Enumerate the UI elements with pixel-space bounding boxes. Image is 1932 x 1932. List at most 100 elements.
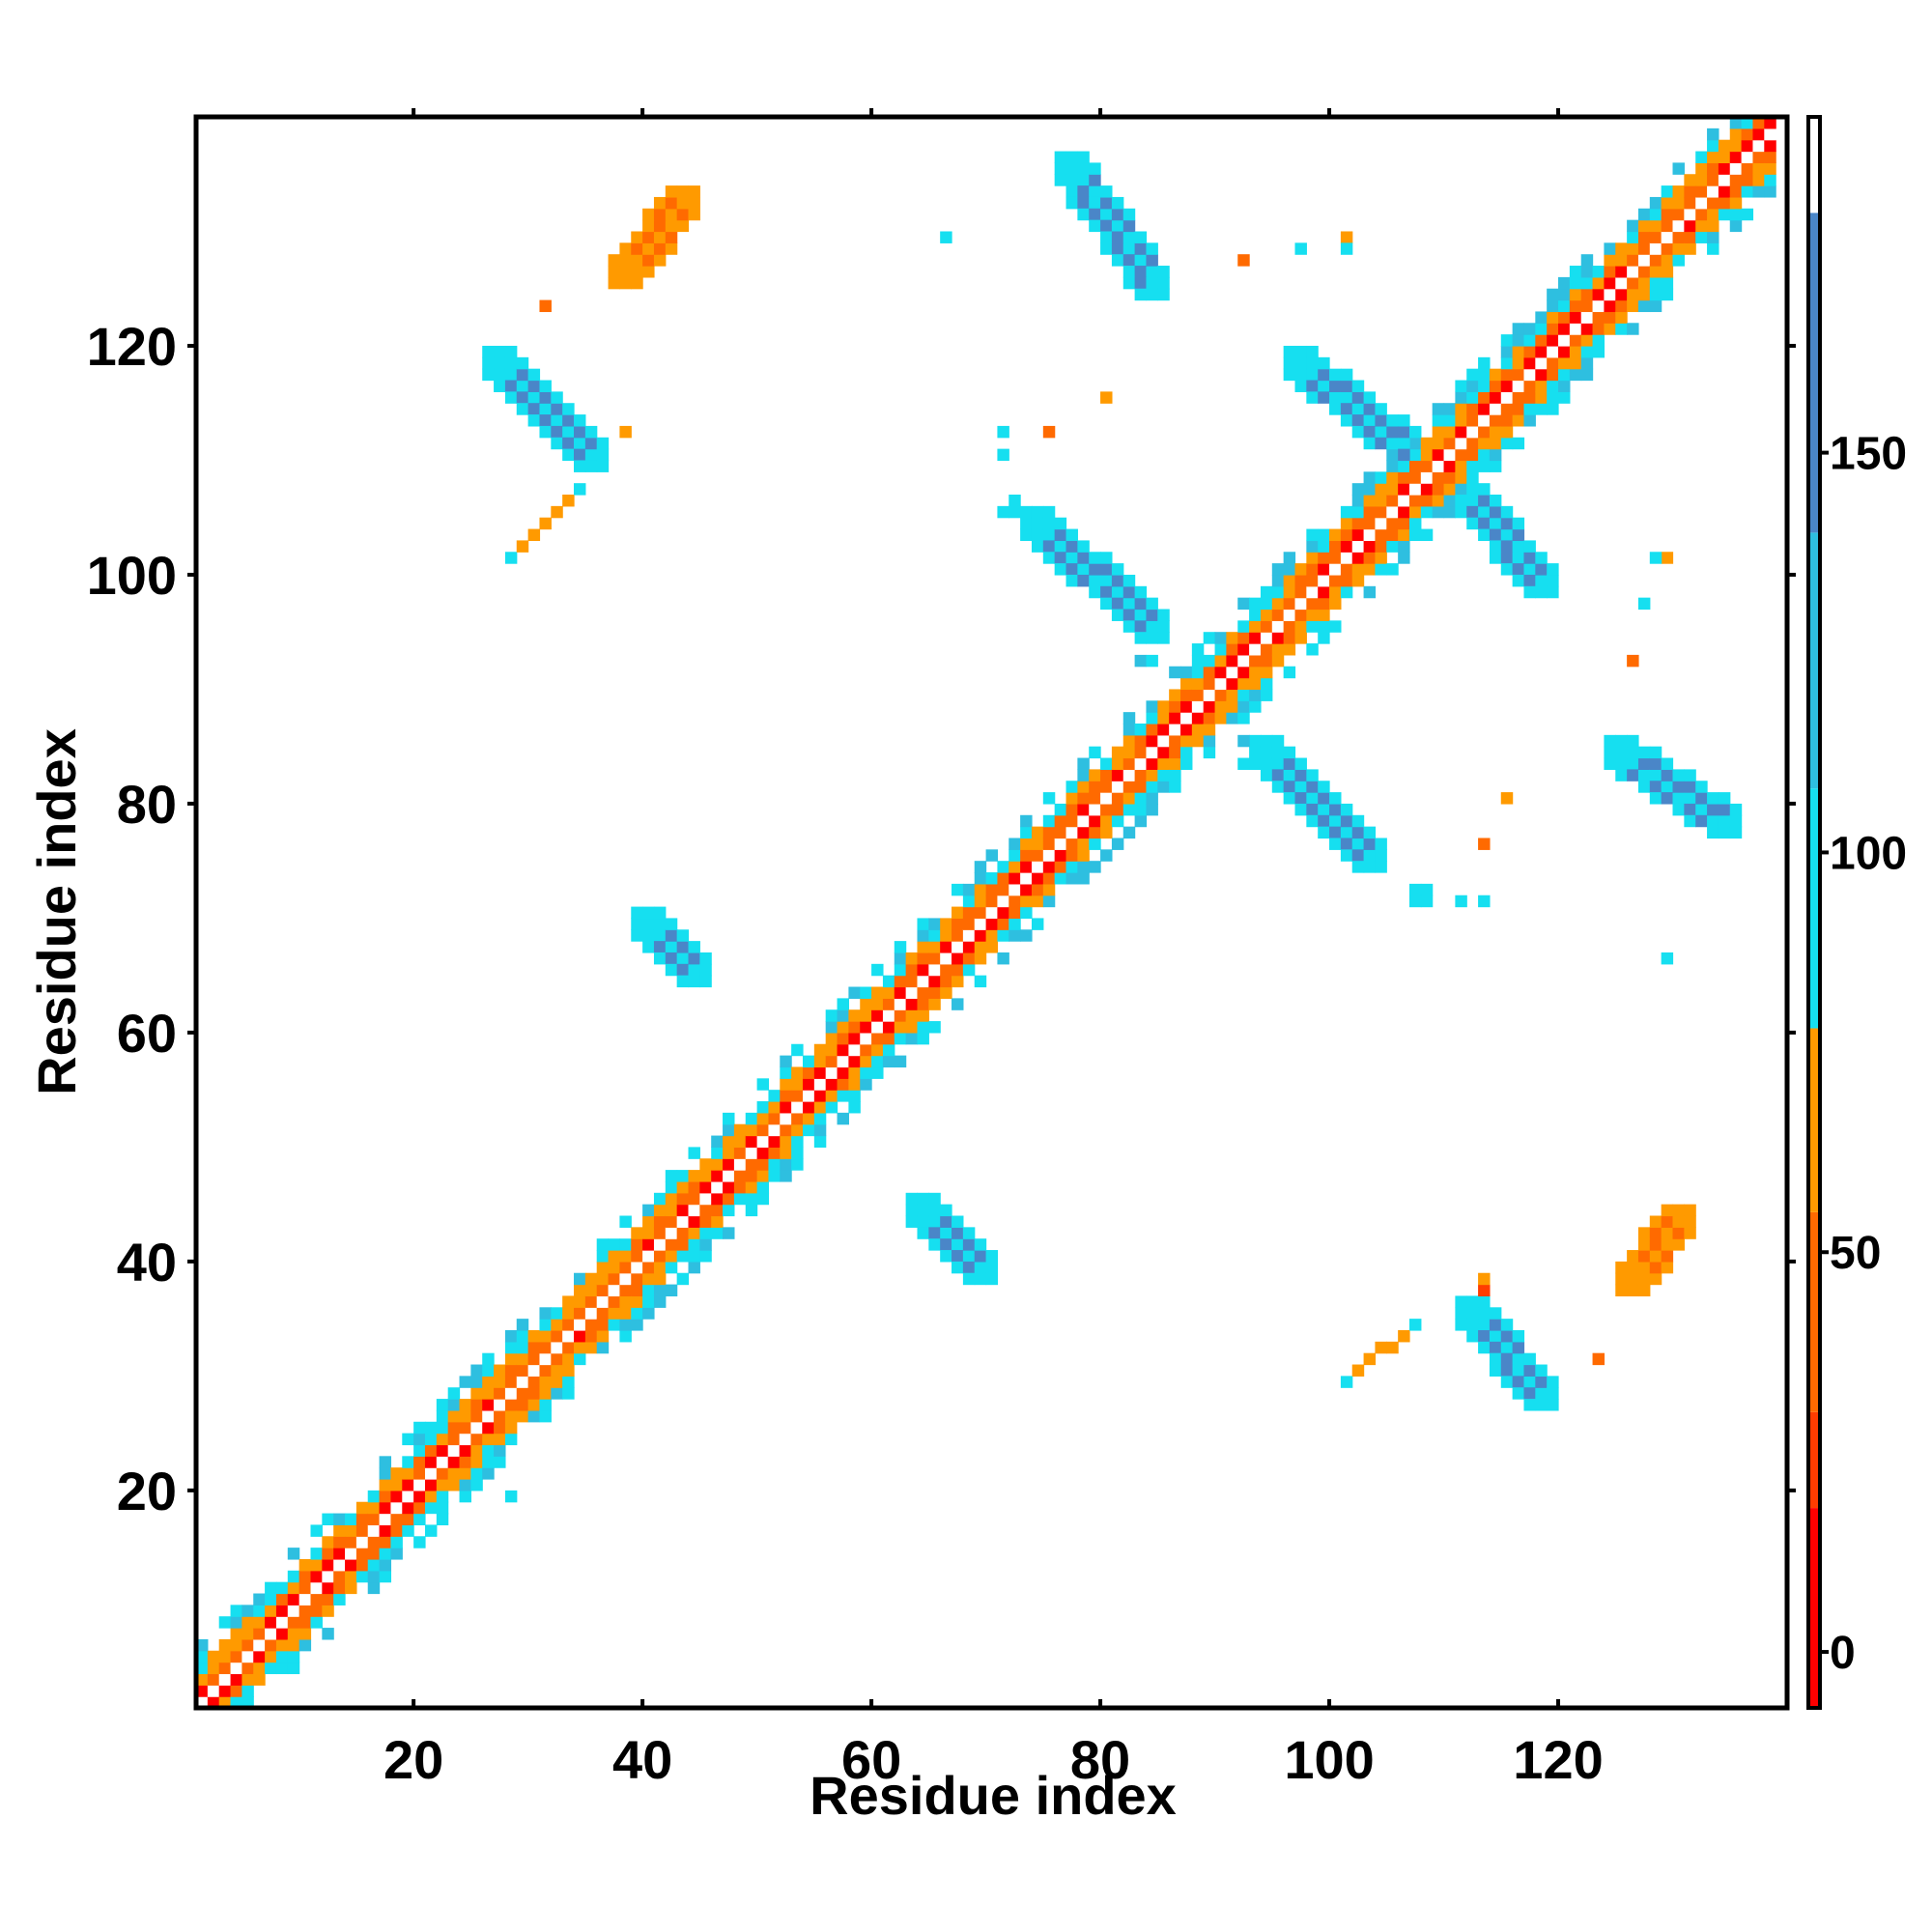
heatmap-cell [1501,438,1513,449]
heatmap-cell [1627,254,1638,266]
y-tick-label: 80 [117,774,177,835]
heatmap-cell [734,1158,746,1170]
heatmap-cell [814,1078,826,1090]
heatmap-cell [975,1238,986,1250]
heatmap-cell [642,1307,654,1319]
heatmap-cell [368,1491,380,1502]
heatmap-cell [1329,586,1341,598]
heatmap-cell [1077,209,1089,220]
heatmap-cell [1523,381,1535,392]
heatmap-cell [517,391,528,403]
heatmap-cell [482,1444,494,1456]
heatmap-cell [711,1227,723,1238]
heatmap-cell [288,1662,299,1674]
heatmap-cell [723,1136,734,1148]
heatmap-cell [1650,758,1662,770]
heatmap-cell [517,540,528,552]
heatmap-cell [482,1434,494,1445]
heatmap-cell [1192,667,1204,678]
heatmap-cell [734,1136,746,1148]
heatmap-cell [380,1571,391,1582]
heatmap-cell [1478,381,1490,392]
heatmap-cell [1100,827,1112,838]
heatmap-cell [666,1170,677,1181]
heatmap-cell [1662,289,1673,300]
heatmap-cell [402,1434,413,1445]
heatmap-cell [322,1582,333,1594]
heatmap-cell [1501,391,1513,403]
heatmap-cell [860,1021,871,1033]
heatmap-cell [288,1582,299,1594]
heatmap-cell [345,1582,356,1594]
heatmap-cell [470,1456,482,1467]
heatmap-cell [562,414,574,426]
heatmap-cell [1662,1227,1673,1238]
heatmap-cell [1386,471,1398,483]
heatmap-cell [654,907,666,919]
heatmap-cell [1615,289,1627,300]
heatmap-cell [1466,1307,1478,1319]
heatmap-cell [1306,540,1318,552]
heatmap-cell [1673,254,1685,266]
heatmap-cell [1284,643,1295,655]
heatmap-cell [1490,414,1501,426]
heatmap-cell [1478,1319,1490,1330]
heatmap-cell [380,1548,391,1559]
heatmap-cell [1180,712,1192,724]
heatmap-cell [1673,804,1685,815]
heatmap-cell [1318,827,1329,838]
heatmap-cell [642,1285,654,1296]
heatmap-cell [642,1273,654,1285]
heatmap-cell [963,918,975,929]
heatmap-cell [1352,506,1364,518]
heatmap-cell [1066,563,1078,575]
heatmap-cell [1535,357,1547,369]
heatmap-cell [997,872,1009,884]
heatmap-cell [1650,552,1662,563]
heatmap-cell [1123,724,1135,735]
heatmap-cell [1501,540,1513,552]
heatmap-cell [1055,838,1066,849]
heatmap-cell [402,1491,413,1502]
heatmap-cell [390,1548,402,1559]
heatmap-cell [1284,610,1295,621]
heatmap-cell [1570,266,1581,277]
heatmap-cell [1604,277,1615,289]
heatmap-cell [1352,529,1364,541]
heatmap-cell [1490,381,1501,392]
heatmap-cell [1352,495,1364,506]
heatmap-cell [1558,381,1570,392]
heatmap-cell [1684,242,1695,254]
heatmap-cell [1272,598,1284,610]
heatmap-cell [1180,747,1192,758]
heatmap-cell [1284,747,1295,758]
heatmap-cell [711,1170,723,1181]
heatmap-cell [208,1685,219,1696]
heatmap-cell [1570,289,1581,300]
heatmap-cell [1318,357,1329,369]
heatmap-cell [1329,815,1341,827]
heatmap-cell [1272,655,1284,667]
heatmap-cell [1249,700,1261,712]
heatmap-cell [597,1330,609,1342]
heatmap-cell [1112,781,1123,792]
heatmap-cell [1204,678,1215,690]
heatmap-cell [299,1559,311,1571]
heatmap-cell [448,1444,460,1456]
heatmap-cell [689,1170,700,1181]
heatmap-cell [597,1307,609,1319]
heatmap-cell [997,449,1009,461]
heatmap-cell [631,1238,642,1250]
heatmap-cell [1123,598,1135,610]
heatmap-cell [1593,311,1605,323]
heatmap-cell [494,369,505,381]
heatmap-cell [1615,747,1627,758]
heatmap-cell [986,907,998,919]
heatmap-cell [1284,598,1295,610]
heatmap-cell [666,231,677,242]
heatmap-cell [288,1628,299,1639]
heatmap-cell [585,426,597,438]
heatmap-cell [1077,861,1089,872]
heatmap-cell [1077,769,1089,781]
heatmap-cell [1009,495,1020,506]
